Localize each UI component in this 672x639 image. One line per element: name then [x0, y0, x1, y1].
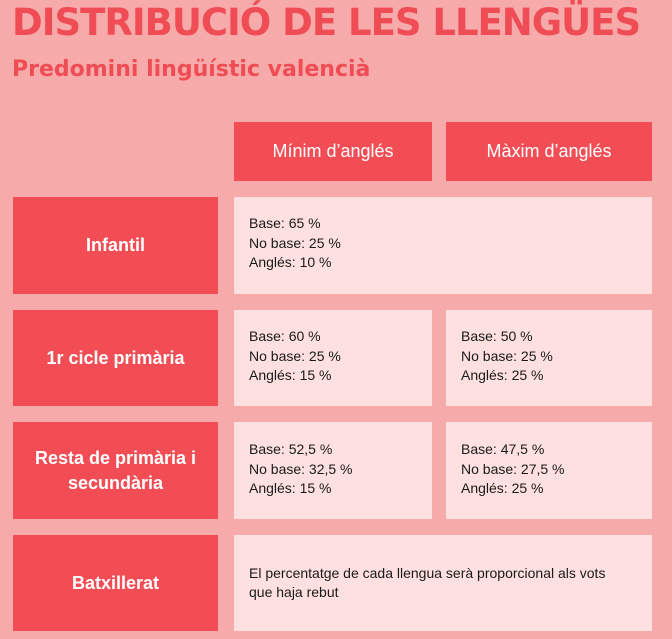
cell-line: Anglés: 10 % — [249, 254, 332, 270]
column-header-min-english: Mínim d’anglés — [234, 122, 432, 181]
page-title: DISTRIBUCIÓ DE LES LLENGÜES — [12, 1, 641, 44]
cell-line: No base: 25 % — [249, 347, 341, 364]
cell-line: Base: 52,5 % — [249, 441, 333, 457]
cell-line: Anglés: 15 % — [249, 480, 332, 496]
row-label-infantil: Infantil — [13, 197, 218, 294]
row-label-rest-primary-secondary: Resta de primària i secundària — [13, 422, 218, 519]
cell-infantil-shared: Base: 65 % No base: 25 % Anglés: 10 % — [234, 197, 652, 294]
cell-line: Anglés: 25 % — [461, 367, 544, 383]
cell-line: Base: 47,5 % — [461, 441, 545, 457]
cell-line: Base: 65 % — [249, 215, 321, 231]
cell-first-cycle-max: Base: 50 % No base: 25 % Anglés: 25 % — [446, 310, 652, 406]
cell-line: No base: 32,5 % — [249, 460, 353, 477]
cell-line: No base: 25 % — [461, 347, 553, 364]
cell-first-cycle-min: Base: 60 % No base: 25 % Anglés: 15 % — [234, 310, 432, 406]
cell-line: Anglés: 15 % — [249, 367, 332, 383]
cell-rest-primary-max: Base: 47,5 % No base: 27,5 % Anglés: 25 … — [446, 422, 652, 519]
cell-line: Anglés: 25 % — [461, 480, 544, 496]
page-subtitle: Predomini lingüístic valencià — [12, 57, 371, 82]
cell-line: No base: 25 % — [249, 234, 341, 251]
row-label-batxillerat: Batxillerat — [13, 535, 218, 631]
cell-line: No base: 27,5 % — [461, 460, 565, 477]
row-label-first-cycle-primary: 1r cicle primària — [13, 310, 218, 406]
cell-rest-primary-min: Base: 52,5 % No base: 32,5 % Anglés: 15 … — [234, 422, 432, 519]
cell-batxillerat-note: El percentatge de cada llengua serà prop… — [234, 535, 652, 631]
cell-line: Base: 50 % — [461, 328, 533, 344]
note-text: El percentatge de cada llengua serà prop… — [249, 564, 606, 601]
column-header-max-english: Màxim d’anglés — [446, 122, 652, 181]
cell-line: Base: 60 % — [249, 328, 321, 344]
